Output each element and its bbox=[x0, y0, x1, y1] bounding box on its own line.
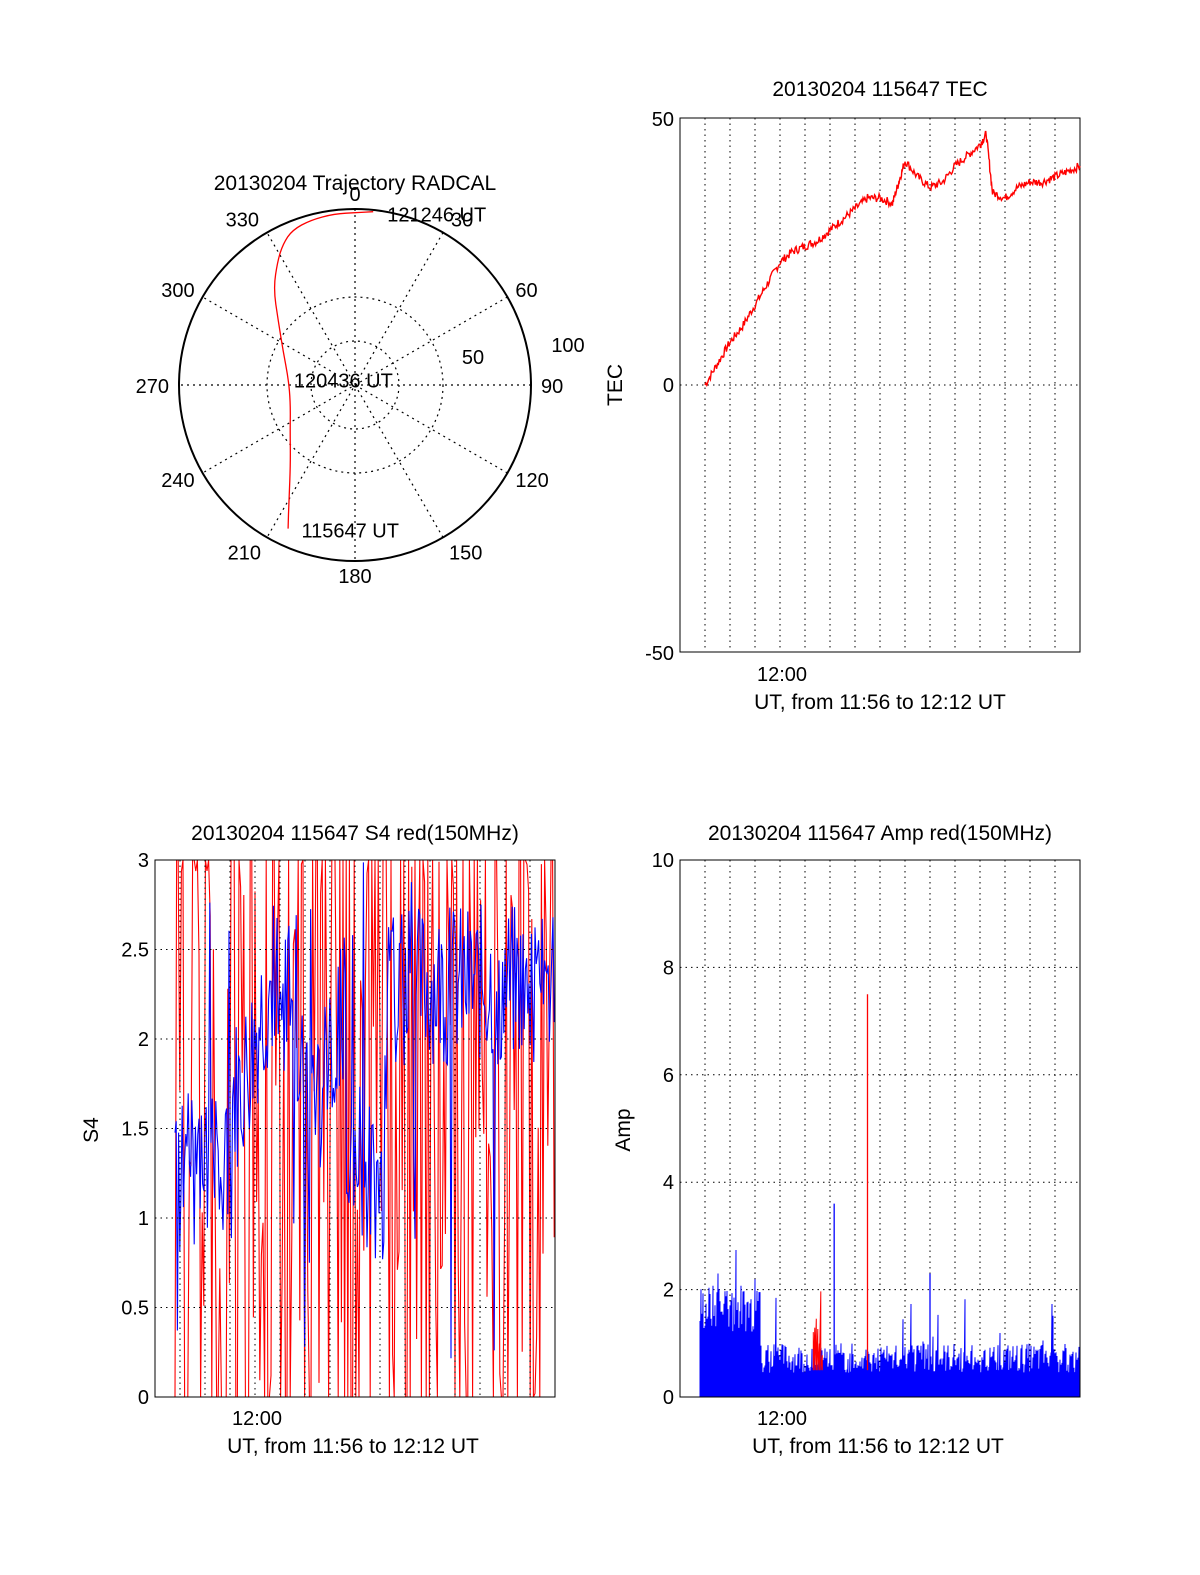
polar-angle-label: 120 bbox=[515, 470, 548, 492]
s4-ytick-label: 3 bbox=[138, 850, 149, 872]
radial-label-100: 100 bbox=[551, 335, 584, 357]
tec-title: 20130204 115647 TEC bbox=[772, 78, 987, 101]
amp-blue-series bbox=[699, 1249, 1081, 1398]
polar-angle-label: 90 bbox=[541, 376, 563, 398]
tec-xtick-1200: 12:00 bbox=[757, 664, 807, 686]
amp-chart: 20130204 115647 Amp red(150MHz) 1086420 … bbox=[612, 822, 1081, 1458]
s4-ytick-label: 2.5 bbox=[121, 940, 149, 962]
s4-grid bbox=[155, 860, 555, 1397]
trajectory-chart: 20130204 Trajectory RADCAL 0 30 60 90 120 150… bbox=[136, 172, 585, 588]
amp-plot-frame bbox=[679, 859, 1081, 1398]
polar-angle-label: 300 bbox=[161, 280, 194, 302]
s4-ylabel: S4 bbox=[80, 1117, 103, 1143]
amp-ytick-label: 10 bbox=[652, 850, 674, 872]
polar-spoke bbox=[266, 232, 444, 538]
polar-angle-label: 60 bbox=[515, 280, 537, 302]
amp-grid bbox=[680, 860, 1080, 1397]
tec-ytick-neg50: -50 bbox=[645, 643, 674, 665]
polar-angle-label: 180 bbox=[338, 566, 371, 588]
s4-plot-frame bbox=[154, 859, 556, 1398]
amp-ylabel: Amp bbox=[612, 1108, 635, 1151]
tec-plot-frame bbox=[679, 117, 1081, 653]
polar-angle-label: 30 bbox=[451, 210, 473, 232]
amp-xlabel: UT, from 11:56 to 12:12 UT bbox=[752, 1435, 1004, 1458]
amp-red-series bbox=[812, 1291, 823, 1371]
s4-ytick-label: 1.5 bbox=[121, 1119, 149, 1141]
amp-ytick-label: 8 bbox=[663, 957, 674, 979]
tec-ylabel: TEC bbox=[604, 364, 627, 406]
s4-ytick-label: 0 bbox=[138, 1387, 149, 1409]
radial-label-50: 50 bbox=[462, 347, 484, 369]
s4-ytick-label: 0.5 bbox=[121, 1298, 149, 1320]
amp-ytick-label: 6 bbox=[663, 1065, 674, 1087]
s4-xtick-1200: 12:00 bbox=[232, 1408, 282, 1430]
polar-angle-label: 0 bbox=[349, 184, 360, 206]
s4-ytick-label: 1 bbox=[138, 1208, 149, 1230]
polar-angle-label: 270 bbox=[136, 376, 169, 398]
s4-title: 20130204 115647 S4 red(150MHz) bbox=[191, 822, 519, 845]
s4-chart: 20130204 115647 S4 red(150MHz) 3 2.5 2 1.5 1… bbox=[80, 822, 556, 1458]
polar-grid bbox=[179, 209, 531, 561]
s4-ytick-label: 2 bbox=[138, 1029, 149, 1051]
amp-yticks: 10 8 6 4 2 0 bbox=[652, 850, 674, 1409]
amp-ytick-label: 0 bbox=[663, 1387, 674, 1409]
polar-angle-label: 210 bbox=[228, 542, 261, 564]
annotation-start-time: 115647 UT bbox=[301, 521, 398, 543]
amp-traces bbox=[699, 994, 1081, 1398]
polar-angle-label: 150 bbox=[449, 542, 482, 564]
tec-chart: 20130204 115647 TEC 50 0 -50 TEC 12:00 U… bbox=[604, 78, 1081, 714]
s4-xlabel: UT, from 11:56 to 12:12 UT bbox=[227, 1435, 479, 1458]
annotation-end-time: 121246 UT bbox=[387, 204, 486, 226]
polar-angle-label: 240 bbox=[161, 470, 194, 492]
amp-ytick-label: 4 bbox=[663, 1172, 674, 1194]
tec-ytick-50: 50 bbox=[652, 109, 674, 131]
annotation-mid-time: 120436 UT bbox=[294, 370, 393, 392]
amp-ytick-label: 2 bbox=[663, 1280, 674, 1302]
amp-xtick-1200: 12:00 bbox=[757, 1408, 807, 1430]
s4-yticks: 3 2.5 2 1.5 1 0.5 0 bbox=[121, 850, 149, 1409]
tec-series-line bbox=[704, 130, 1081, 388]
trajectory-title: 20130204 Trajectory RADCAL bbox=[214, 172, 497, 195]
trajectory-line bbox=[273, 211, 374, 529]
polar-angle-label: 330 bbox=[226, 210, 259, 232]
amp-title: 20130204 115647 Amp red(150MHz) bbox=[708, 822, 1052, 845]
s4-blue-series bbox=[174, 862, 555, 1359]
polar-outer-circle bbox=[178, 208, 532, 562]
tec-ytick-0: 0 bbox=[663, 375, 674, 397]
polar-angle-labels: 0 30 60 90 120 150 180 210 240 270 300 330 bbox=[136, 184, 564, 588]
tec-xlabel: UT, from 11:56 to 12:12 UT bbox=[754, 691, 1006, 714]
